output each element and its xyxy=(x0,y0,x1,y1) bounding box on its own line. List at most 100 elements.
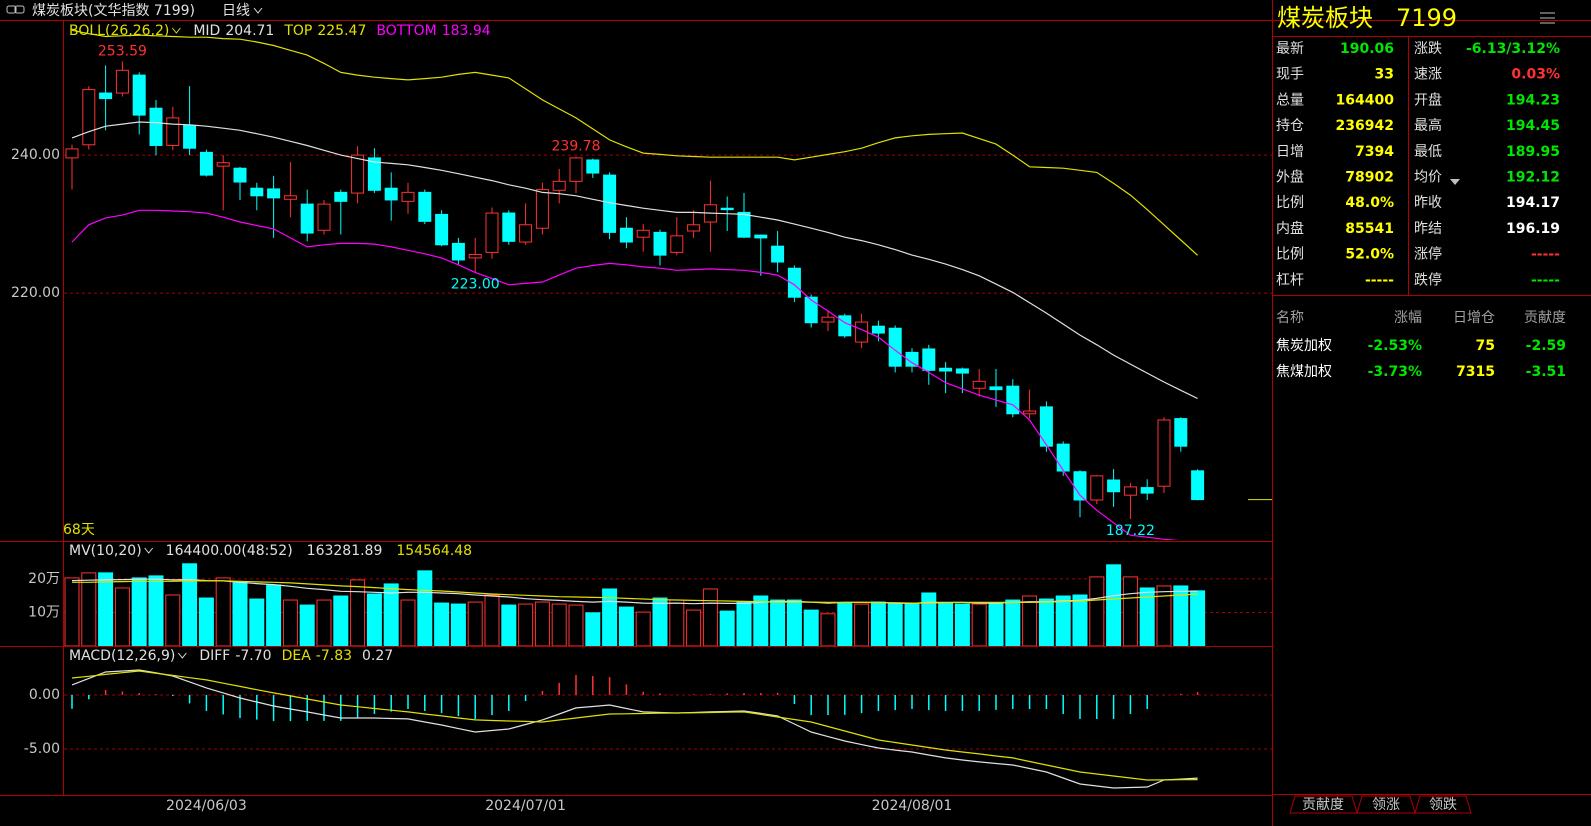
table-cell: -3.73% xyxy=(1368,364,1422,380)
indicator-line xyxy=(71,29,1199,256)
candle-body xyxy=(720,207,734,211)
period-selector[interactable]: 日线 xyxy=(222,3,250,19)
chevron xyxy=(253,7,263,14)
candle-body xyxy=(149,107,163,146)
tab[interactable] xyxy=(1356,795,1416,814)
candle-body xyxy=(334,191,348,202)
volume-bar xyxy=(249,598,265,646)
volume-bar xyxy=(686,609,702,646)
x-tick-label: 2024/06/03 xyxy=(166,798,247,814)
legend-name: TOP xyxy=(283,23,312,39)
quote-value: -6.13/3.12% xyxy=(1466,41,1560,57)
legend-value: 225.47 xyxy=(317,23,366,39)
table-cell: -2.53% xyxy=(1368,338,1422,354)
volume-bar xyxy=(988,602,1004,646)
quote-label: 现手 xyxy=(1276,67,1304,83)
candle-body xyxy=(99,92,113,100)
candle-body xyxy=(250,187,264,197)
volume-bar xyxy=(803,609,819,646)
y-tick-label: 240.00 xyxy=(11,147,60,163)
candle-body xyxy=(619,227,633,243)
candle-body xyxy=(132,74,146,116)
candle-body xyxy=(972,380,986,389)
quote-label: 昨收 xyxy=(1414,195,1442,211)
legend-name: BOTTOM xyxy=(376,23,436,39)
volume-bar xyxy=(770,599,786,646)
quote-value: 7394 xyxy=(1355,144,1394,160)
column-header: 贡献度 xyxy=(1524,310,1566,326)
volume-bar xyxy=(198,597,214,646)
volume-bar xyxy=(854,603,870,646)
volume-bar xyxy=(1139,587,1155,646)
candle-body xyxy=(300,203,314,234)
quote-value: ----- xyxy=(1531,272,1560,288)
volume-bar xyxy=(954,603,970,646)
volume-bar xyxy=(114,587,130,646)
chevron xyxy=(177,652,187,659)
volume-bar xyxy=(417,570,433,646)
quote-label: 速涨 xyxy=(1414,67,1442,83)
volume-bar xyxy=(1022,595,1038,646)
volume-bar xyxy=(165,594,181,646)
candle-body xyxy=(1107,479,1121,493)
candle-body xyxy=(670,235,684,253)
menu-icon[interactable] xyxy=(1540,12,1555,24)
candle-body xyxy=(183,124,197,149)
quote-value: 85541 xyxy=(1345,221,1394,237)
candle-body xyxy=(401,191,415,202)
candle-body xyxy=(351,154,365,194)
volume-bar xyxy=(786,599,802,646)
candle-body xyxy=(1090,475,1104,501)
indicator-name: MACD(12,26,9) xyxy=(69,648,175,664)
volume-bar xyxy=(383,583,399,646)
quote-label: 昨结 xyxy=(1414,221,1442,237)
y-tick-label: -5.00 xyxy=(24,741,60,757)
volume-bar xyxy=(551,603,567,646)
candle-body xyxy=(65,148,79,159)
quote-label: 内盘 xyxy=(1276,220,1304,237)
candle-body xyxy=(955,368,969,374)
legend-value: 0.27 xyxy=(362,648,393,664)
candle-body xyxy=(1006,385,1020,415)
candle-body xyxy=(838,315,852,337)
volume-bar xyxy=(669,599,685,646)
tab[interactable] xyxy=(1289,795,1358,814)
candle-body xyxy=(653,231,667,256)
candle-body xyxy=(535,189,549,229)
quote-label: 最高 xyxy=(1414,117,1442,134)
candle-body xyxy=(1174,418,1188,447)
volume-bar xyxy=(837,602,853,646)
volume-bar xyxy=(215,577,231,646)
candle-body xyxy=(888,327,902,367)
candle-body xyxy=(939,367,953,372)
volume-bar xyxy=(148,575,164,646)
price-annotation: 253.59 xyxy=(98,43,147,59)
tab-label: 贡献度 xyxy=(1302,797,1344,813)
volume-bar xyxy=(316,599,332,646)
link-icon xyxy=(14,5,25,14)
quote-label: 均价 xyxy=(1414,170,1442,186)
volume-bar xyxy=(1156,585,1172,646)
quote-value: 78902 xyxy=(1345,170,1394,186)
table-cell: 焦炭加权 xyxy=(1276,338,1332,354)
quote-label: 比例 xyxy=(1276,195,1304,211)
candle-body xyxy=(586,159,600,174)
candle-body xyxy=(1023,410,1037,415)
volume-bar xyxy=(333,595,349,646)
chevron xyxy=(144,547,154,554)
candle-body xyxy=(166,117,180,146)
indicator-line xyxy=(71,121,1198,400)
volume-bar xyxy=(518,603,534,646)
tab[interactable] xyxy=(1414,795,1472,814)
volume-bar xyxy=(870,601,886,646)
x-tick-label: 2024/07/01 xyxy=(485,798,566,814)
volume-bar xyxy=(81,572,97,646)
quote-value: 48.0% xyxy=(1345,195,1394,211)
volume-bar xyxy=(450,603,466,646)
volume-bar xyxy=(501,604,517,646)
y-tick-label: 220.00 xyxy=(11,285,60,301)
candle-body xyxy=(317,203,331,231)
candle-body xyxy=(485,212,499,253)
